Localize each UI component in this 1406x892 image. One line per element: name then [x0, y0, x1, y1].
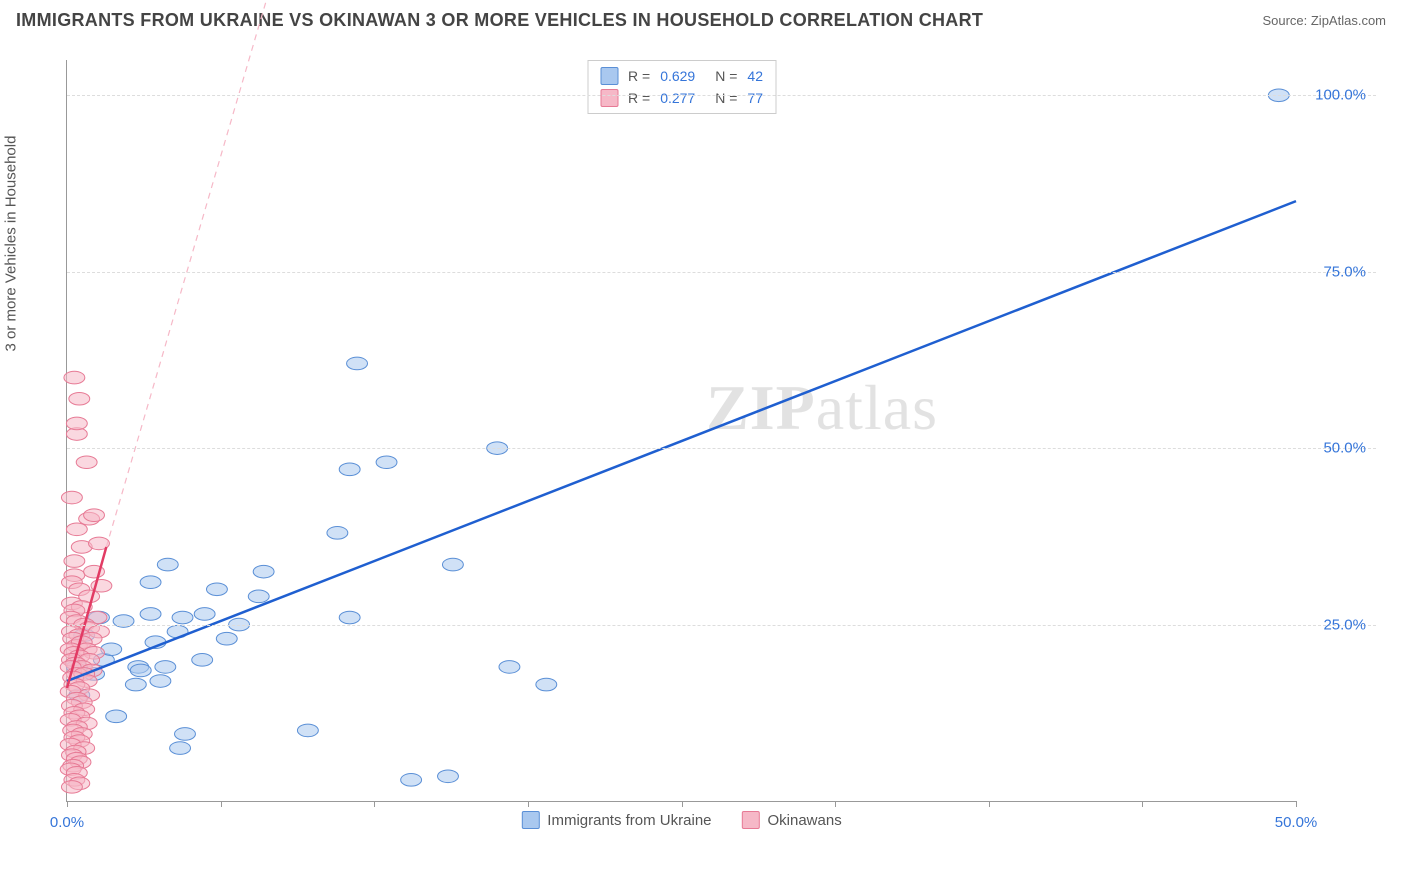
trend-line: [106, 0, 300, 547]
series-legend: Immigrants from Ukraine Okinawans: [521, 811, 841, 829]
data-point: [216, 632, 237, 645]
data-point: [61, 491, 82, 504]
legend-swatch: [521, 811, 539, 829]
y-tick-label: 25.0%: [1323, 616, 1366, 633]
data-point: [64, 371, 85, 384]
x-tick: [374, 801, 375, 807]
data-point: [140, 608, 161, 621]
legend-label: Okinawans: [768, 812, 842, 829]
data-point: [106, 710, 127, 723]
data-point: [347, 357, 368, 370]
x-tick-label: 50.0%: [1275, 814, 1318, 831]
data-point: [339, 611, 360, 624]
data-point: [194, 608, 215, 621]
y-tick-label: 100.0%: [1315, 87, 1366, 104]
data-point: [76, 456, 97, 469]
x-tick: [67, 801, 68, 807]
data-point: [175, 728, 196, 741]
data-point: [536, 678, 557, 691]
data-point: [327, 527, 348, 540]
data-point: [66, 523, 87, 536]
data-point: [64, 555, 85, 568]
y-tick-label: 75.0%: [1323, 263, 1366, 280]
plot-area: ZIPatlas R =0.629N =42R =0.277N =77 Immi…: [66, 60, 1296, 802]
x-tick: [1296, 801, 1297, 807]
gridline: [67, 448, 1376, 449]
x-tick: [528, 801, 529, 807]
data-point: [157, 558, 178, 571]
scatter-svg: [67, 60, 1296, 801]
chart-container: 3 or more Vehicles in Household ZIPatlas…: [16, 40, 1386, 862]
source-label: Source: ZipAtlas.com: [1262, 13, 1386, 28]
data-point: [499, 661, 520, 674]
gridline: [67, 272, 1376, 273]
data-point: [438, 770, 459, 783]
data-point: [339, 463, 360, 476]
x-tick: [835, 801, 836, 807]
data-point: [442, 558, 463, 571]
data-point: [192, 654, 213, 667]
legend-item: Immigrants from Ukraine: [521, 811, 711, 829]
y-axis-label: 3 or more Vehicles in Household: [3, 136, 20, 352]
gridline: [67, 95, 1376, 96]
data-point: [206, 583, 227, 596]
y-tick-label: 50.0%: [1323, 440, 1366, 457]
data-point: [170, 742, 191, 755]
data-point: [84, 509, 105, 522]
data-point: [401, 774, 422, 787]
trend-line: [67, 201, 1296, 681]
x-tick: [682, 801, 683, 807]
data-point: [140, 576, 161, 589]
legend-item: Okinawans: [742, 811, 842, 829]
data-point: [248, 590, 269, 603]
data-point: [61, 781, 82, 794]
x-tick: [989, 801, 990, 807]
legend-label: Immigrants from Ukraine: [547, 812, 711, 829]
x-tick-label: 0.0%: [50, 814, 84, 831]
data-point: [69, 392, 90, 405]
x-tick: [1142, 801, 1143, 807]
data-point: [155, 661, 176, 674]
data-point: [130, 664, 151, 677]
data-point: [125, 678, 146, 691]
gridline: [67, 625, 1376, 626]
data-point: [150, 675, 171, 688]
x-tick: [221, 801, 222, 807]
chart-title: IMMIGRANTS FROM UKRAINE VS OKINAWAN 3 OR…: [16, 10, 983, 31]
data-point: [66, 417, 87, 430]
data-point: [253, 565, 274, 578]
legend-swatch: [742, 811, 760, 829]
data-point: [172, 611, 193, 624]
data-point: [376, 456, 397, 469]
data-point: [297, 724, 318, 737]
